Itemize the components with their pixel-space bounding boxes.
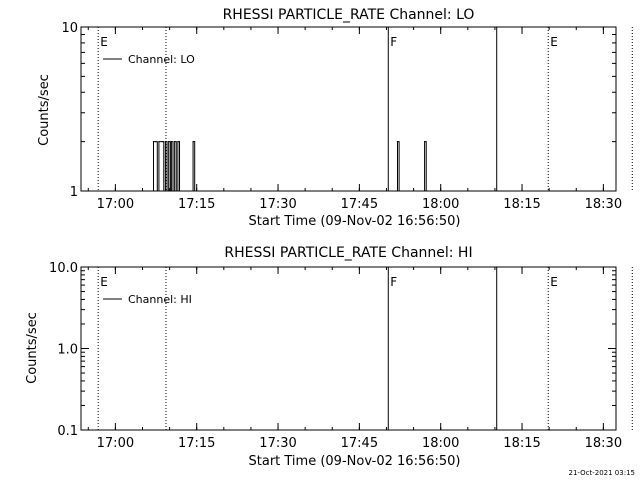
x-tick-label: 18:15 (503, 197, 540, 212)
x-tick-label: 17:00 (97, 436, 134, 451)
data-point (192, 141, 194, 143)
plot-frame (80, 26, 617, 192)
x-tick-label: 17:15 (178, 436, 215, 451)
plot-frame (80, 266, 617, 431)
x-axis-label: Start Time (09-Nov-02 16:56:50) (249, 454, 461, 469)
x-tick-label: 18:15 (503, 436, 540, 451)
data-point (174, 141, 176, 143)
data-point (396, 141, 399, 143)
x-tick-label: 17:30 (259, 197, 296, 212)
data-point (161, 141, 163, 143)
panel-2: RHESSI PARTICLE_RATE Channel: HI Start Ti… (25, 245, 633, 469)
event-marker-label: E (550, 35, 558, 49)
x-tick-label: 18:30 (585, 436, 622, 451)
footer-timestamp: 21-Oct-2021 03:15 (569, 469, 635, 477)
y-tick-label: 1 (70, 185, 78, 200)
y-tick-label: 1.0 (57, 343, 78, 358)
chart-title: RHESSI PARTICLE_RATE Channel: HI (224, 245, 472, 261)
x-tick-label: 17:30 (259, 436, 296, 451)
legend-label: Channel: LO (128, 53, 195, 66)
x-tick-label: 18:30 (585, 197, 622, 212)
event-marker-label: F (390, 275, 397, 289)
y-axis-label: Counts/sec (25, 312, 40, 384)
data-point (164, 141, 167, 143)
event-marker-label: E (550, 275, 558, 289)
y-tick-label: 10 (61, 21, 78, 36)
y-tick-label: 0.1 (57, 424, 78, 439)
event-marker-label: F (390, 35, 397, 49)
data-point (170, 141, 172, 143)
y-tick-label: 10.0 (49, 261, 78, 276)
x-tick-label: 17:00 (97, 197, 134, 212)
chart-title: RHESSI PARTICLE_RATE Channel: LO (223, 7, 475, 23)
y-axis-label: Counts/sec (37, 74, 52, 146)
data-point (168, 141, 170, 143)
data-series-line (151, 141, 427, 192)
x-tick-label: 17:45 (341, 436, 378, 451)
data-point (155, 141, 157, 143)
x-axis-label: Start Time (09-Nov-02 16:56:50) (249, 214, 461, 229)
event-marker-label: E (100, 35, 108, 49)
data-point (158, 141, 160, 143)
legend-label: Channel: HI (128, 293, 192, 306)
x-tick-label: 17:15 (178, 197, 215, 212)
data-point (177, 141, 179, 143)
data-point (423, 141, 426, 143)
x-tick-label: 17:45 (341, 197, 378, 212)
data-point (152, 141, 155, 143)
event-marker-label: E (100, 275, 108, 289)
x-tick-label: 18:00 (422, 197, 459, 212)
panel-1: RHESSI PARTICLE_RATE Channel: LO Start Ti… (37, 7, 633, 229)
x-tick-label: 18:00 (422, 436, 459, 451)
